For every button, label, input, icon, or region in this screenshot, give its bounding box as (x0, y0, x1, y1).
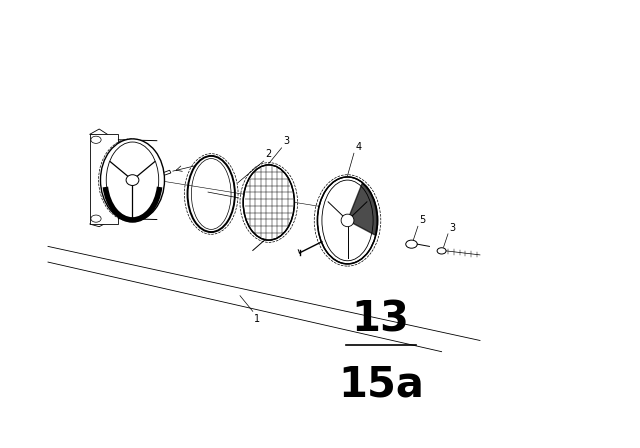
Ellipse shape (437, 248, 446, 254)
Polygon shape (156, 170, 171, 178)
Text: 4: 4 (355, 142, 362, 152)
Ellipse shape (100, 139, 164, 221)
Text: 1: 1 (254, 314, 260, 323)
Text: 2: 2 (265, 149, 271, 159)
Ellipse shape (317, 177, 378, 264)
Polygon shape (90, 134, 118, 224)
Text: 5: 5 (419, 215, 426, 225)
Ellipse shape (126, 175, 139, 185)
Text: 3: 3 (449, 223, 456, 233)
Ellipse shape (91, 215, 101, 222)
Ellipse shape (91, 136, 101, 143)
Text: 15a: 15a (338, 363, 424, 405)
Ellipse shape (406, 240, 417, 248)
Ellipse shape (188, 156, 235, 232)
Text: 3: 3 (283, 137, 289, 146)
Text: 13: 13 (352, 298, 410, 340)
Polygon shape (90, 217, 108, 227)
Ellipse shape (243, 165, 294, 240)
Ellipse shape (341, 214, 354, 227)
Polygon shape (90, 129, 108, 140)
Polygon shape (348, 183, 377, 235)
Ellipse shape (244, 165, 294, 240)
